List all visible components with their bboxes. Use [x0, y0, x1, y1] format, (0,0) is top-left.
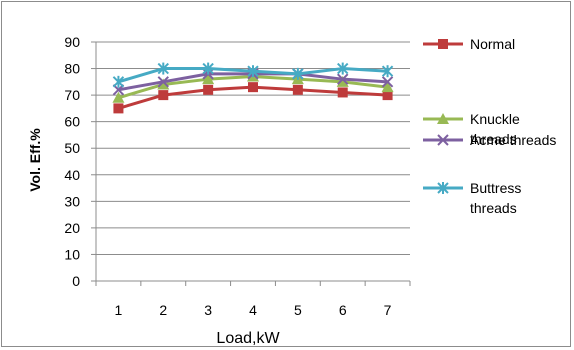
x-tick-label: 1 — [115, 302, 123, 318]
data-point — [202, 73, 215, 85]
legend-marker-1 — [437, 113, 449, 124]
data-point — [381, 81, 394, 93]
data-point — [292, 84, 303, 95]
data-point — [337, 73, 349, 85]
x-tick-label: 4 — [249, 302, 257, 318]
data-point — [381, 65, 394, 78]
data-point — [247, 65, 259, 78]
data-point — [157, 78, 170, 90]
series — [112, 62, 394, 114]
x-axis-title: Load,kW — [216, 330, 280, 347]
data-point — [113, 103, 124, 114]
x-tick-label: 3 — [204, 302, 212, 318]
legend-marker-0 — [438, 39, 448, 49]
y-tick-label: 30 — [64, 193, 80, 209]
data-point — [112, 91, 125, 103]
legend-label: Acme threads — [470, 132, 556, 148]
y-tick-label: 50 — [64, 140, 80, 156]
x-tick-label: 2 — [159, 302, 167, 318]
data-point — [337, 87, 348, 98]
legend-marker-2 — [437, 134, 449, 146]
x-tick-label: 5 — [294, 302, 302, 318]
y-tick-label: 70 — [64, 87, 80, 103]
y-tick-label: 90 — [64, 34, 80, 50]
data-point — [382, 90, 393, 101]
legend-label: Normal — [470, 36, 515, 52]
data-point — [157, 62, 169, 75]
x-tick-label: 7 — [384, 302, 392, 318]
legend-marker-3 — [437, 182, 449, 194]
y-axis-title: Vol. Eff.% — [27, 128, 43, 192]
y-tick-label: 10 — [64, 246, 80, 262]
legend-label: Buttress threads — [470, 180, 521, 216]
data-point — [337, 62, 349, 75]
data-point — [292, 67, 304, 80]
data-point — [336, 75, 349, 87]
data-point — [248, 82, 258, 93]
axes: 0 10 20 30 40 50 60 70 80 90 1 2 3 4 5 6 7 — [64, 34, 411, 318]
data-point — [112, 75, 125, 88]
y-tick-label: 20 — [64, 220, 80, 236]
y-tick-label: 80 — [64, 61, 80, 77]
data-point — [203, 84, 214, 95]
gridlines — [96, 41, 410, 255]
data-point — [157, 76, 169, 88]
x-tick-label: 6 — [339, 302, 347, 318]
legend-label: Knuckle threads — [470, 111, 520, 147]
data-point — [158, 90, 169, 101]
data-point — [381, 76, 394, 88]
y-tick-label: 0 — [72, 273, 80, 289]
data-point — [202, 62, 214, 75]
y-tick-label: 60 — [64, 114, 80, 130]
y-tick-label: 40 — [64, 167, 80, 183]
